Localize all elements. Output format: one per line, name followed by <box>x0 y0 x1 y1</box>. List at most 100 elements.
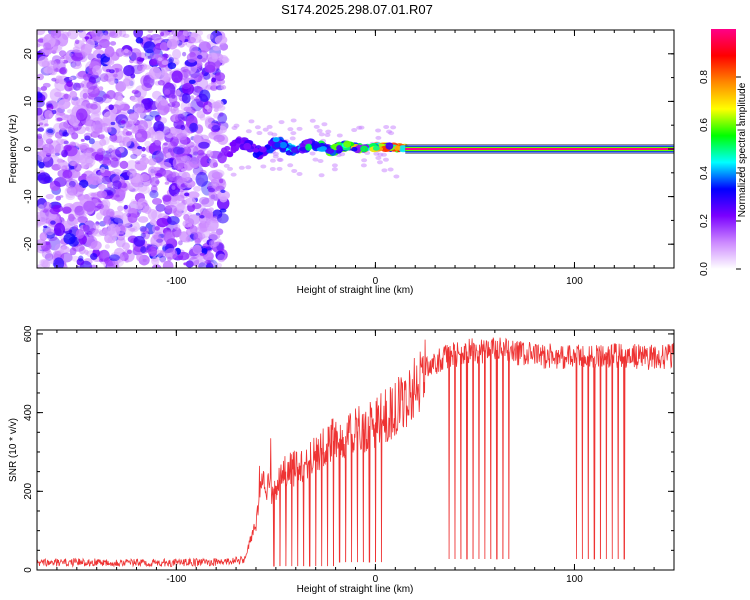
noise-cell <box>157 213 168 220</box>
signal-cell <box>303 139 313 146</box>
noise-cell <box>164 30 174 36</box>
noise-cell <box>192 244 202 255</box>
noise-cell <box>171 70 183 83</box>
noise-cell <box>60 56 65 60</box>
noise-cell <box>199 114 206 121</box>
noise-cell <box>47 128 54 134</box>
noise-cell <box>75 229 85 239</box>
noise-cell <box>183 106 192 112</box>
noise-cell <box>37 211 47 226</box>
noise-cell <box>133 101 145 114</box>
noise-cell <box>309 151 316 156</box>
noise-cell <box>149 110 160 118</box>
noise-cell <box>60 245 70 254</box>
noise-cell <box>151 90 162 100</box>
noise-cell <box>37 264 44 268</box>
noise-cell <box>142 230 151 240</box>
noise-cell <box>131 89 139 95</box>
noise-cell <box>104 259 116 267</box>
noise-cell <box>75 154 88 164</box>
noise-cell <box>287 127 294 132</box>
snr-ytick-label: 400 <box>23 404 34 421</box>
noise-cell <box>198 89 211 103</box>
noise-cell <box>110 121 116 126</box>
noise-cell <box>121 242 131 250</box>
noise-cell <box>55 75 63 83</box>
noise-cell <box>290 131 297 136</box>
noise-cell <box>375 135 382 140</box>
noise-cell <box>171 132 182 139</box>
noise-cell <box>163 230 175 244</box>
noise-cell <box>147 109 152 113</box>
noise-cell <box>177 251 190 261</box>
noise-cell <box>90 131 99 138</box>
noise-cell <box>90 112 100 122</box>
snr-ytick-label: 0 <box>23 567 34 573</box>
noise-cell <box>46 59 58 71</box>
noise-cell <box>205 245 211 249</box>
noise-cell <box>375 128 382 133</box>
noise-cell <box>86 80 98 90</box>
noise-cell <box>316 128 323 133</box>
noise-cell <box>188 256 200 267</box>
noise-cell <box>73 163 82 172</box>
noise-cell <box>360 163 367 168</box>
noise-cell <box>94 80 101 85</box>
noise-cell <box>54 143 65 156</box>
noise-cell <box>82 73 90 81</box>
noise-cell <box>199 252 205 256</box>
noise-cell <box>109 211 115 217</box>
noise-cell <box>148 66 162 80</box>
noise-cell <box>132 200 138 204</box>
noise-cell <box>88 75 101 84</box>
noise-cell <box>144 140 152 147</box>
noise-cell <box>91 30 103 41</box>
noise-cell <box>128 173 141 184</box>
noise-cell <box>195 171 209 187</box>
noise-cell <box>58 50 67 57</box>
noise-cell <box>153 120 165 133</box>
noise-cell <box>119 252 129 262</box>
noise-cell <box>85 120 96 133</box>
noise-cell <box>183 213 190 221</box>
noise-cell <box>208 231 221 240</box>
noise-cell <box>161 72 168 80</box>
noise-cell <box>70 95 81 106</box>
noise-cell <box>219 42 229 51</box>
noise-cell <box>382 157 389 162</box>
noise-cell <box>85 38 95 50</box>
snr-ytick-label: 600 <box>23 325 34 342</box>
noise-cell <box>312 157 319 162</box>
noise-cell <box>336 133 343 138</box>
spectrogram-ytick-label: 10 <box>23 95 34 107</box>
noise-cell <box>203 72 211 80</box>
noise-cell <box>66 81 74 87</box>
noise-cell <box>217 239 222 244</box>
noise-cell <box>129 227 136 232</box>
noise-cell <box>71 61 82 70</box>
snr-marks <box>37 337 674 568</box>
noise-cell <box>107 158 121 168</box>
noise-cell <box>204 217 209 222</box>
noise-cell <box>318 132 325 137</box>
noise-cell <box>42 259 51 268</box>
noise-cell <box>157 252 164 259</box>
noise-cell <box>97 177 103 184</box>
noise-cell <box>219 208 227 213</box>
noise-cell <box>331 163 338 168</box>
noise-cell <box>180 124 186 131</box>
noise-cell <box>98 183 106 191</box>
snr-panel: -100 0 100 0 200 400 600 Height of straight li… <box>8 325 675 595</box>
noise-cell <box>71 52 84 62</box>
noise-cell <box>127 212 138 224</box>
noise-cell <box>160 31 165 37</box>
noise-cell <box>162 194 172 202</box>
noise-cell <box>37 140 44 151</box>
noise-cell <box>66 52 73 58</box>
noise-cell <box>37 204 45 212</box>
noise-cell <box>135 163 143 169</box>
noise-cell <box>217 112 228 124</box>
noise-cell <box>60 139 69 145</box>
noise-cell <box>324 133 331 138</box>
